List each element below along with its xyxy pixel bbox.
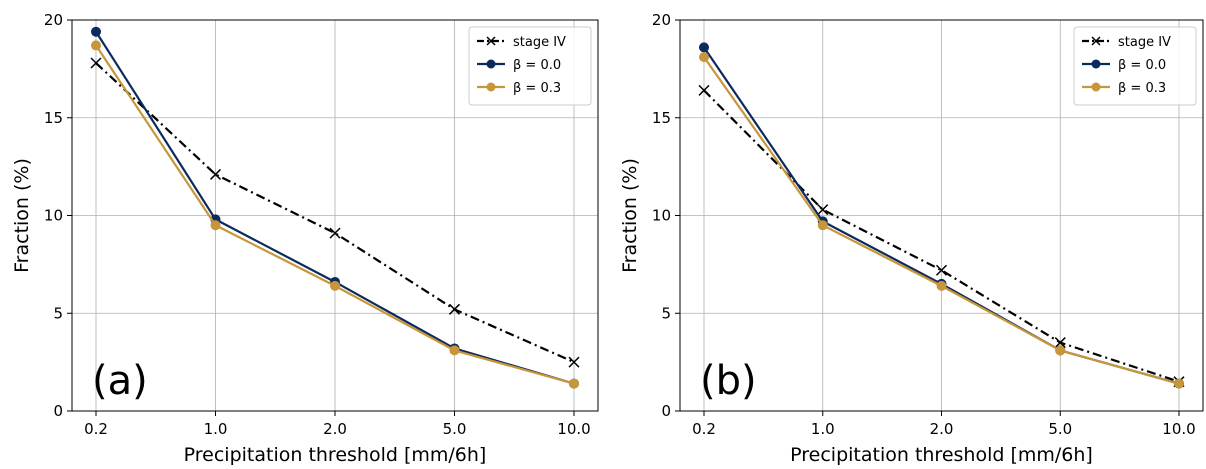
y-tick-label: 20 <box>44 11 63 29</box>
x-marker-stroke <box>90 57 102 69</box>
legend-label: β = 0.0 <box>1118 58 1166 73</box>
y-tick-label: 0 <box>661 402 671 420</box>
y-tick-label: 15 <box>44 109 63 127</box>
legend-box <box>1073 26 1197 106</box>
legend: stage IV β = 0.0 β = 0.3 <box>468 26 592 106</box>
legend: stage IV β = 0.0 β = 0.3 <box>1073 26 1197 106</box>
x-marker <box>329 227 341 239</box>
legend-box <box>468 26 592 106</box>
x-tick-label: 0.2 <box>692 420 716 438</box>
x-tick-label: 2.0 <box>930 420 954 438</box>
x-marker <box>90 57 102 69</box>
x-marker-stroke <box>209 168 222 180</box>
series-line-0 <box>95 62 575 364</box>
legend-label: β = 0.0 <box>513 58 561 73</box>
y-tick-label: 10 <box>652 207 671 225</box>
x-marker-stroke <box>448 303 461 315</box>
legend-circle-marker <box>486 82 496 92</box>
x-marker <box>209 168 222 180</box>
circle-marker <box>330 280 340 291</box>
legend-label: stage IV <box>513 35 566 50</box>
circle-marker <box>449 345 460 356</box>
y-tick-label: 0 <box>53 402 63 420</box>
y-tick-label: 15 <box>652 109 671 127</box>
legend-x-marker <box>486 36 496 46</box>
x-axis-label: Precipitation threshold [mm/6h] <box>790 444 1093 466</box>
x-tick-label: 1.0 <box>811 420 835 438</box>
x-tick-label: 5.0 <box>1048 420 1072 438</box>
x-tick-label: 10.0 <box>557 420 590 438</box>
panel-label: (a) <box>92 358 148 404</box>
x-marker-stroke <box>935 264 948 276</box>
panel-label: (b) <box>700 358 757 404</box>
circle-marker <box>210 220 221 231</box>
circle-marker <box>1055 345 1066 356</box>
x-marker <box>698 84 710 96</box>
y-axis-label: Fraction (%) <box>11 158 33 273</box>
circle-marker <box>699 42 709 53</box>
y-tick-label: 5 <box>53 304 63 322</box>
x-tick-label: 10.0 <box>1162 420 1195 438</box>
x-marker-stroke <box>698 84 710 96</box>
x-marker-stroke <box>568 356 580 368</box>
legend-circle-marker <box>486 59 496 69</box>
x-marker <box>935 264 948 276</box>
legend-label: stage IV <box>1118 35 1171 50</box>
y-tick-label: 20 <box>652 11 671 29</box>
circle-marker <box>569 378 579 389</box>
x-marker <box>817 204 829 216</box>
x-marker-stroke <box>1054 337 1066 349</box>
x-tick-label: 1.0 <box>204 420 228 438</box>
y-tick-label: 10 <box>44 207 63 225</box>
legend-label: β = 0.3 <box>1118 81 1166 96</box>
x-marker <box>568 356 580 368</box>
circle-marker <box>817 220 828 231</box>
panel-b: 0.2 1.0 2.0 5.0 10.0 0 5 10 15 20 Precipitation th… <box>619 11 1204 466</box>
panel-a: 0.2 1.0 2.0 5.0 10.0 0 5 10 15 20 Precipitation th… <box>11 11 599 466</box>
legend-label: β = 0.3 <box>513 81 561 96</box>
circle-marker <box>91 40 101 51</box>
x-axis-label: Precipitation threshold [mm/6h] <box>184 444 487 466</box>
y-axis-label: Fraction (%) <box>619 158 641 273</box>
x-marker <box>1054 337 1066 349</box>
x-tick-label: 2.0 <box>323 420 347 438</box>
x-tick-label: 0.2 <box>84 420 108 438</box>
circle-marker <box>1174 378 1184 389</box>
series-line-0 <box>703 89 1180 383</box>
circle-marker <box>699 52 709 63</box>
circle-marker <box>91 26 101 37</box>
legend-x-marker <box>1091 36 1101 46</box>
legend-circle-marker <box>1091 59 1101 69</box>
legend-circle-marker <box>1091 82 1101 92</box>
x-tick-label: 5.0 <box>443 420 467 438</box>
x-marker-stroke <box>329 227 341 239</box>
y-tick-label: 5 <box>661 304 671 322</box>
circle-marker <box>936 280 947 291</box>
x-marker <box>448 303 461 315</box>
x-marker-stroke <box>817 204 829 216</box>
